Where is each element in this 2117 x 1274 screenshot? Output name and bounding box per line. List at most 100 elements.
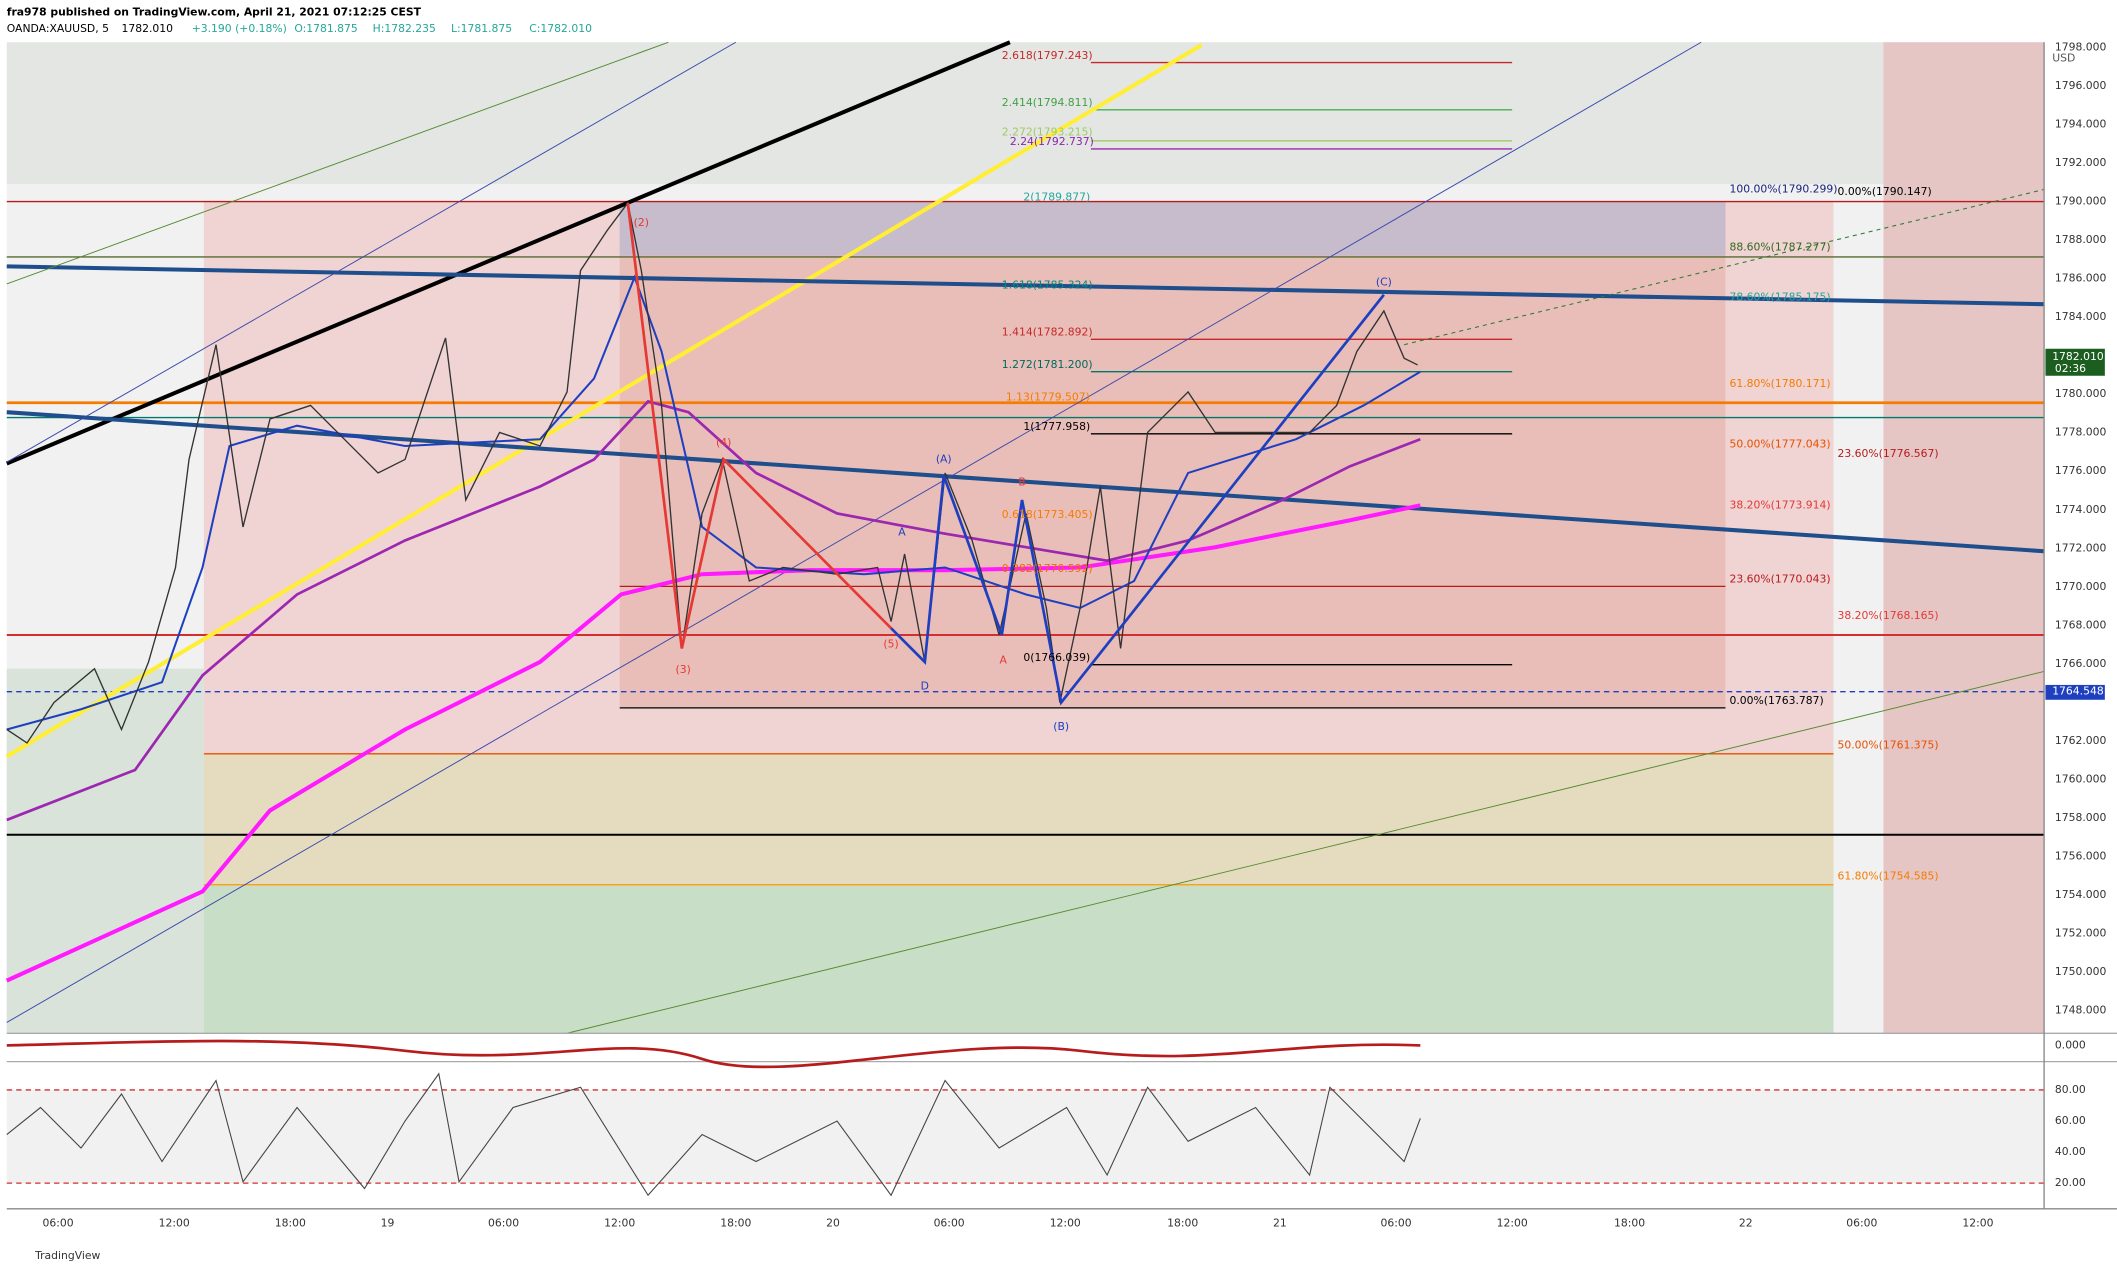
channel-line	[566, 670, 2045, 1034]
time-tick: 06:00	[1380, 1217, 1411, 1230]
fib-label: 38.20%(1768.165)	[1838, 609, 1939, 622]
time-tick: 12:00	[1497, 1217, 1528, 1230]
change: +3.190 (+0.18%)	[192, 22, 287, 35]
fib-label: 0.618(1773.405)	[1002, 508, 1093, 521]
ohlc: C:1782.010	[529, 22, 592, 35]
fib-label: 100.00%(1790.299)	[1730, 182, 1838, 195]
fib-label: 2.618(1797.243)	[1002, 49, 1093, 62]
price-tick: 1778.000	[2055, 426, 2107, 439]
countdown: 02:36	[2055, 362, 2086, 375]
fib-label: 61.80%(1780.171)	[1730, 377, 1831, 390]
time-tick: 18:00	[1167, 1217, 1198, 1230]
rsi-band	[6, 1089, 2045, 1184]
zone-left	[6, 668, 204, 1034]
fib-box-top	[619, 201, 1726, 256]
price-tick: 1754.000	[2055, 888, 2107, 901]
wave-label: (3)	[676, 663, 691, 676]
fib-label: 0.382(1770.592)	[1002, 562, 1093, 575]
price-tick: 1756.000	[2055, 850, 2107, 863]
wave-line	[626, 202, 893, 649]
last-price: 1782.010	[2052, 350, 2104, 363]
footer: TradingView	[34, 1249, 100, 1262]
price-tick: 1748.000	[2055, 1004, 2107, 1017]
fib-label: 1.13(1779.507)	[1006, 390, 1090, 403]
fib-label: 1.272(1781.200)	[1002, 358, 1093, 371]
fib-label: 38.20%(1773.914)	[1730, 498, 1831, 511]
price-tick: 1790.000	[2055, 195, 2107, 208]
currency: USD	[2052, 51, 2075, 64]
fib-label: 61.80%(1754.585)	[1838, 870, 1939, 883]
rsi-tick: 60.00	[2055, 1114, 2086, 1127]
channel-line	[6, 41, 1702, 1023]
wave-label: B	[1018, 475, 1025, 488]
wave-label: (B)	[1053, 720, 1069, 733]
wave-label: D	[921, 679, 929, 692]
wave-line	[890, 293, 1385, 706]
marker: 1764.548	[2052, 685, 2104, 698]
price-tick: 1780.000	[2055, 387, 2107, 400]
price-tick: 1774.000	[2055, 503, 2107, 516]
price-tick: 1752.000	[2055, 927, 2107, 940]
time-tick: 18:00	[1614, 1217, 1645, 1230]
moving-average	[6, 274, 1421, 731]
fib-label: 2.24(1792.737)	[1010, 135, 1094, 148]
fib-label: 1.618(1785.324)	[1002, 278, 1093, 291]
fib-label: 23.60%(1776.567)	[1838, 447, 1939, 460]
time-tick: 21	[1273, 1217, 1287, 1230]
price-tick: 1770.000	[2055, 580, 2107, 593]
fib-label: 78.60%(1785.175)	[1730, 290, 1831, 303]
fib-label: 0(1766.039)	[1023, 651, 1090, 664]
fib-label: 0.00%(1763.787)	[1730, 694, 1824, 707]
wave-label: (C)	[1376, 276, 1392, 289]
rsi-line	[6, 1072, 1421, 1197]
zone-right	[1883, 42, 2045, 1034]
wave-label: (A)	[936, 452, 952, 465]
price-tick: 1788.000	[2055, 233, 2107, 246]
time-tick: 20	[826, 1217, 840, 1230]
wave-label: A	[999, 654, 1007, 667]
time-tick: 06:00	[488, 1217, 519, 1230]
rsi-tick: 80.00	[2055, 1083, 2086, 1096]
fib-label: 2.414(1794.811)	[1002, 96, 1093, 109]
trend-line	[5, 43, 1203, 759]
price-tick: 1796.000	[2055, 79, 2107, 92]
zone-green	[203, 884, 1834, 1034]
oscillator-tick: 0.000	[2055, 1038, 2086, 1051]
price-tick: 1784.000	[2055, 310, 2107, 323]
fib-label: 0.00%(1790.147)	[1838, 185, 1932, 198]
price: 1782.010	[122, 22, 174, 35]
price-tick: 1758.000	[2055, 811, 2107, 824]
time-tick: 06:00	[934, 1217, 965, 1230]
wave-label: (5)	[883, 637, 898, 650]
levels	[5, 40, 2045, 1034]
fib-box	[619, 201, 1726, 708]
price-tick: 1798.000	[2055, 40, 2107, 53]
time-tick: 18:00	[720, 1217, 751, 1230]
channel-line	[6, 41, 669, 285]
fib-label: 50.00%(1761.375)	[1838, 739, 1939, 752]
time-tick: 22	[1739, 1217, 1753, 1230]
time-tick: 06:00	[42, 1217, 73, 1230]
rsi-tick: 20.00	[2055, 1176, 2086, 1189]
ohlc: O:1781.875	[294, 22, 357, 35]
time-tick: 06:00	[1846, 1217, 1877, 1230]
price-tick: 1750.000	[2055, 965, 2107, 978]
price-tick: 1776.000	[2055, 464, 2107, 477]
price-tick: 1760.000	[2055, 773, 2107, 786]
moving-average	[5, 503, 1421, 983]
time-tick: 12:00	[1050, 1217, 1081, 1230]
moving-average	[6, 399, 1421, 822]
price-tick: 1786.000	[2055, 272, 2107, 285]
zone-top	[6, 42, 2045, 185]
author-line: fra978 published on TradingView.com, Apr…	[7, 6, 422, 19]
trend-line	[6, 264, 2045, 307]
fib-label: 2.272(1793.215)	[1002, 126, 1093, 139]
wave-label: A	[898, 525, 906, 538]
fib-label: 1(1777.958)	[1023, 420, 1090, 433]
price-tick: 1772.000	[2055, 541, 2107, 554]
price-line	[6, 201, 1418, 744]
price-tick: 1792.000	[2055, 156, 2107, 169]
fib-label: 23.60%(1770.043)	[1730, 573, 1831, 586]
